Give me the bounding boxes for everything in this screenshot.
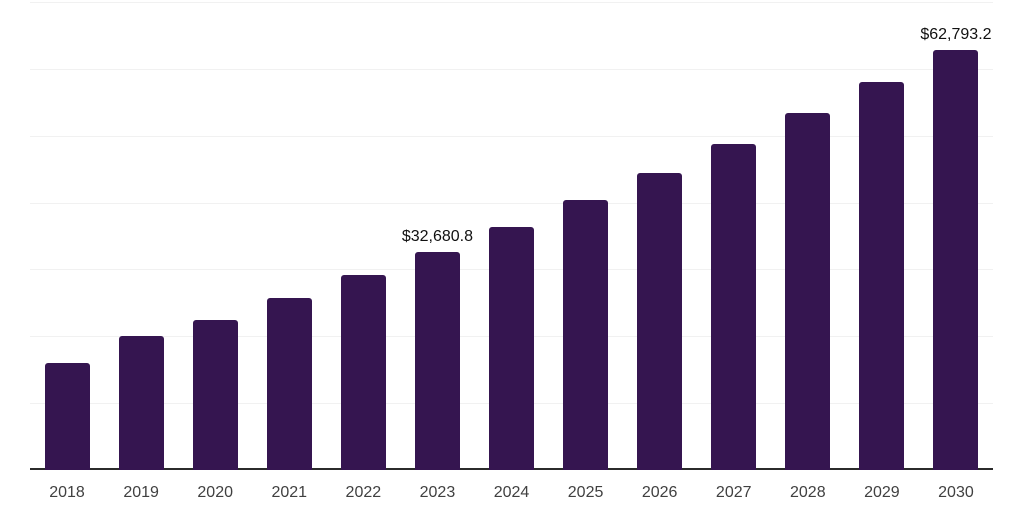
tick-label-2028: 2028: [790, 484, 826, 501]
bar-2022: [341, 275, 386, 470]
bar-2018: [45, 363, 90, 470]
bar-2019: [119, 336, 164, 470]
gridline-40000: [30, 203, 993, 204]
tick-label-2022: 2022: [345, 484, 382, 501]
bar-2030: [933, 50, 978, 470]
tick-label-2023: 2023: [419, 484, 456, 501]
tick-label-2025: 2025: [567, 484, 604, 501]
tick-label-2029: 2029: [864, 484, 900, 501]
bar-2020: [193, 320, 238, 470]
bar-2029: [859, 82, 904, 470]
tick-label-2018: 2018: [49, 484, 85, 501]
tick-label-2019: 2019: [123, 484, 159, 501]
bar-2024: [489, 227, 534, 470]
tick-label-2021: 2021: [271, 484, 308, 501]
tick-label-2024: 2024: [493, 484, 530, 501]
gridline-70000: [30, 2, 993, 3]
bar-2027: [711, 144, 756, 470]
data-label-2030: $62,793.2: [920, 26, 992, 43]
tick-label-2030: 2030: [938, 484, 974, 501]
tick-label-2020: 2020: [197, 484, 233, 501]
plot-area: $32,680.8 $62,793.2: [30, 0, 993, 470]
bar-2021: [267, 298, 312, 470]
bar-2025: [563, 200, 608, 470]
bar-2028: [785, 113, 830, 470]
bar-2023: [415, 252, 460, 470]
gridline-60000: [30, 69, 993, 70]
bar-2026: [637, 173, 682, 470]
data-label-2023: $32,680.8: [401, 228, 474, 245]
tick-label-2027: 2027: [715, 484, 752, 501]
tick-label-2026: 2026: [641, 484, 678, 501]
gridline-50000: [30, 136, 993, 137]
